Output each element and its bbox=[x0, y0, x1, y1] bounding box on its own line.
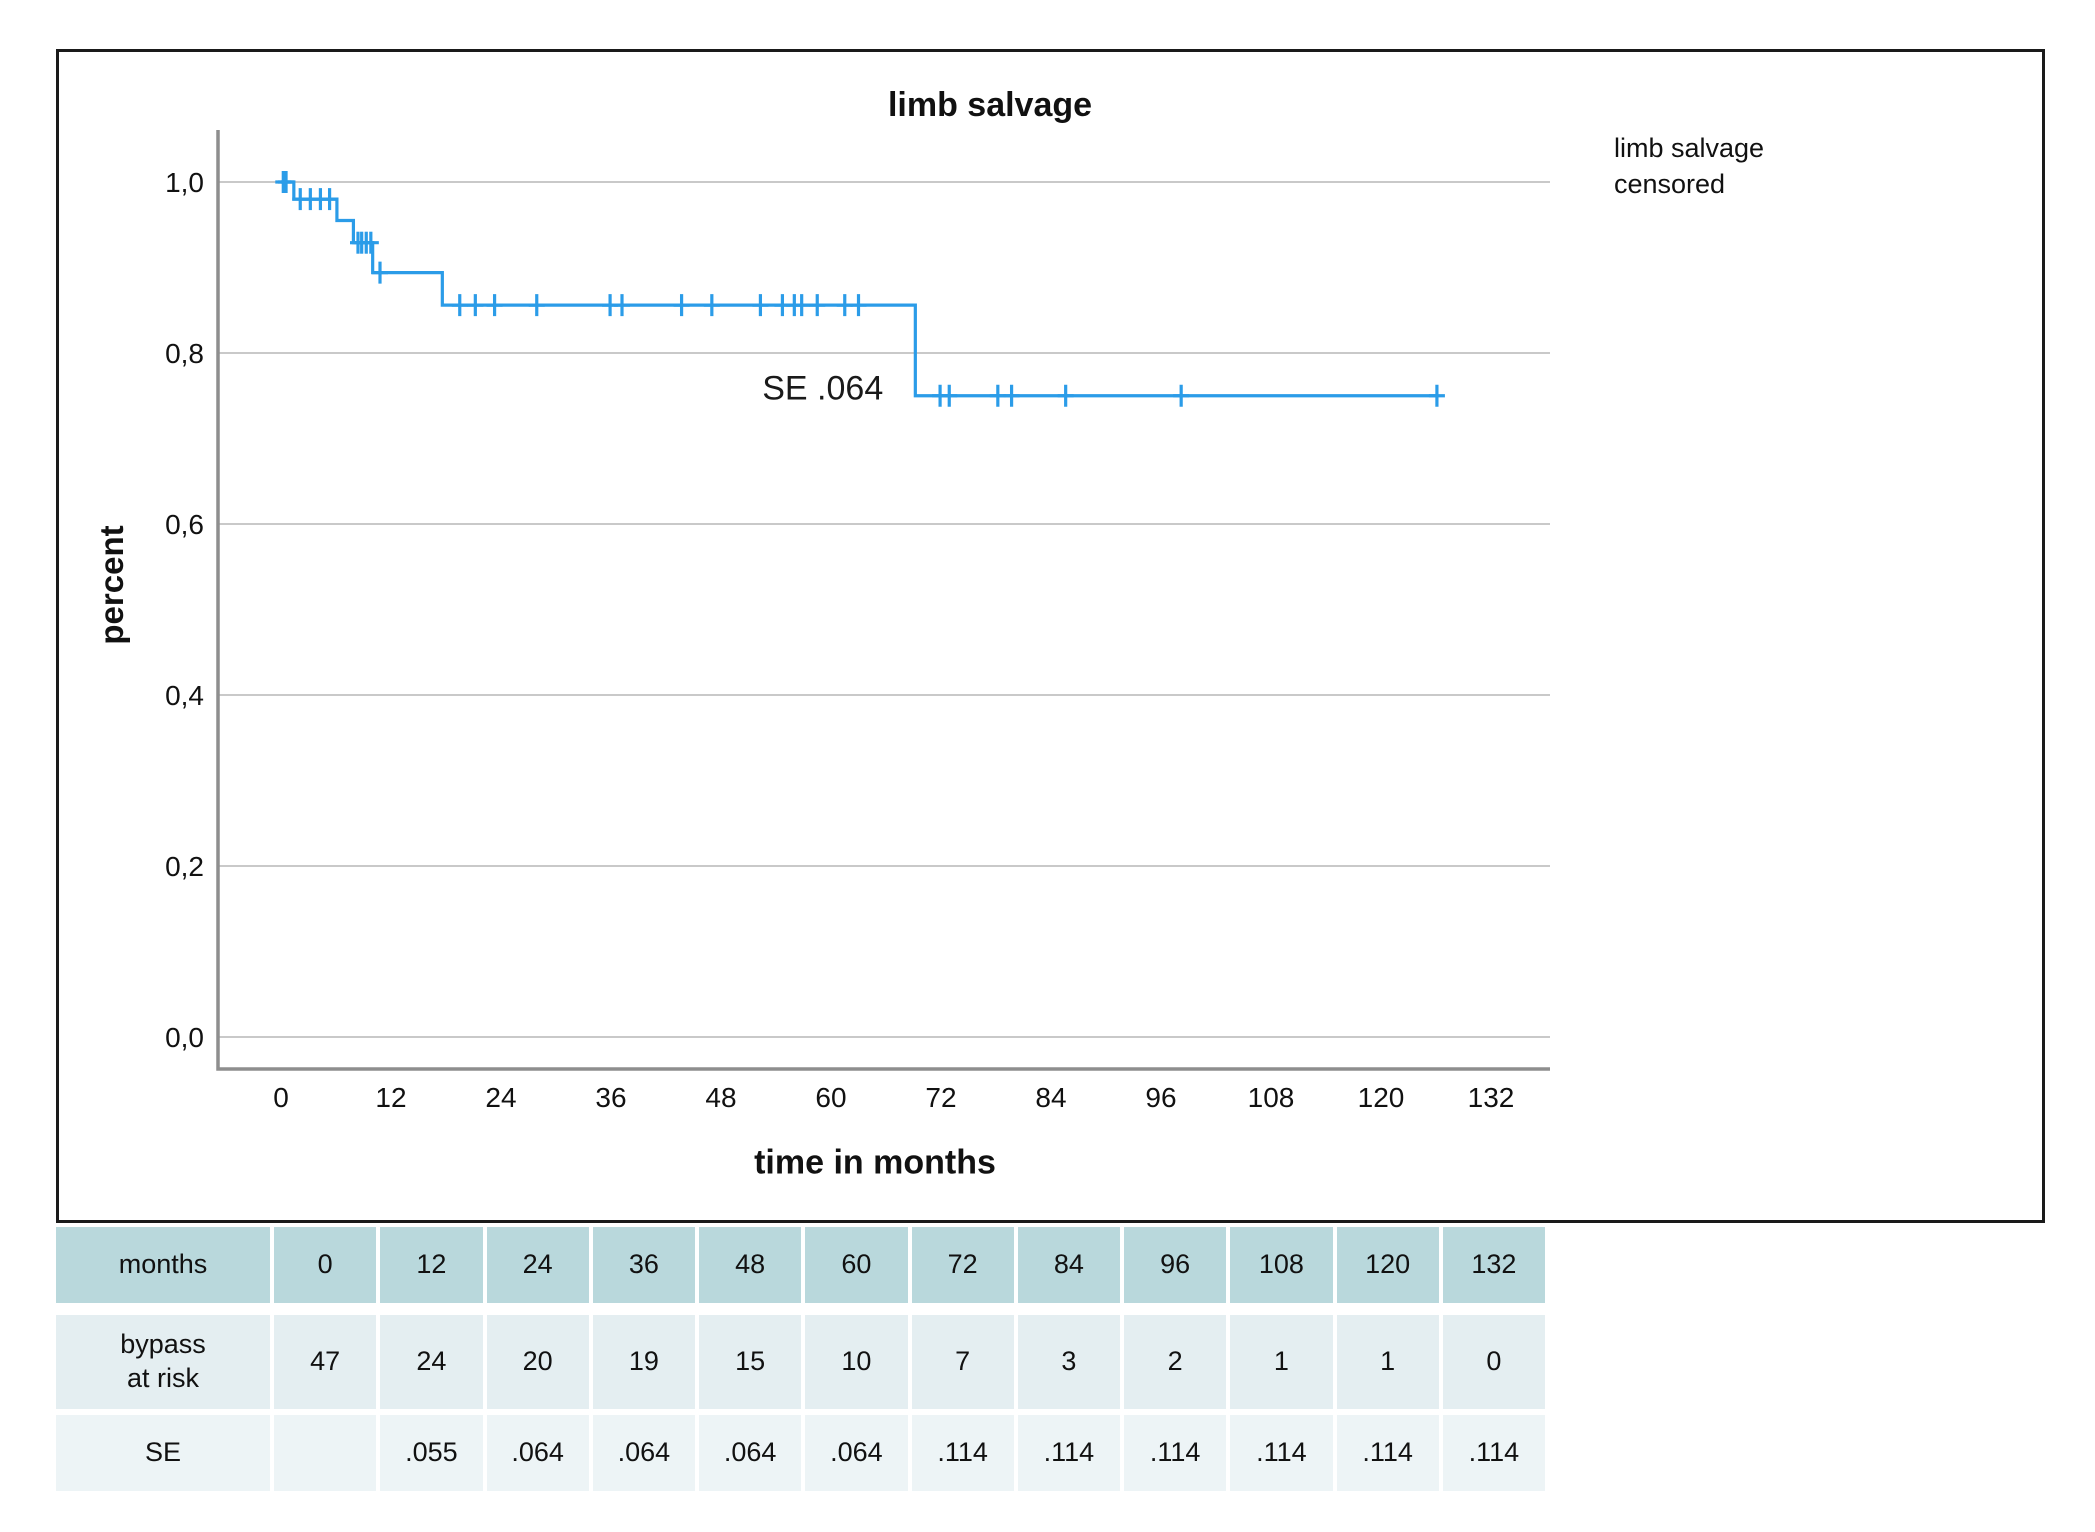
x-tick-label: 36 bbox=[595, 1082, 626, 1113]
table-cell: 2 bbox=[1124, 1315, 1227, 1409]
table-cell: 24 bbox=[486, 1227, 589, 1303]
table-cell: 72 bbox=[911, 1227, 1014, 1303]
table-row-label-line: at risk bbox=[126, 1363, 199, 1393]
table-cell: 84 bbox=[1017, 1227, 1120, 1303]
table-cell: 120 bbox=[1336, 1227, 1439, 1303]
table-cell: 132 bbox=[1442, 1227, 1545, 1303]
table-cell: .064 bbox=[592, 1415, 695, 1491]
x-tick-label: 132 bbox=[1468, 1082, 1515, 1113]
table-cell: .114 bbox=[1442, 1415, 1545, 1491]
table-cell: .114 bbox=[1336, 1415, 1439, 1491]
y-tick-labels: 1,0 0,8 0,6 0,4 0,2 0,0 bbox=[165, 167, 204, 1053]
chart-title: limb salvage bbox=[887, 86, 1093, 124]
table-cell: .055 bbox=[380, 1415, 483, 1491]
table-row-se: SE .055.064.064.064.064.114.114.114.114.1… bbox=[56, 1415, 1545, 1491]
table-cell: 12 bbox=[380, 1227, 483, 1303]
table-cell: 1 bbox=[1230, 1315, 1333, 1409]
table-row-months: months 0 12 24 36 48 60 72 84 96 108 120 132 bbox=[56, 1227, 1545, 1303]
x-tick-label: 0 bbox=[273, 1082, 289, 1113]
table-row-label-line: months bbox=[118, 1249, 208, 1280]
table-cell bbox=[274, 1415, 377, 1491]
y-tick-label: 0,0 bbox=[165, 1022, 204, 1053]
x-tick-label: 108 bbox=[1248, 1082, 1295, 1113]
y-axis-title: percent bbox=[93, 525, 130, 645]
x-axis-title: time in months bbox=[754, 1143, 996, 1182]
table-cell: 15 bbox=[699, 1315, 802, 1409]
censor-marks bbox=[275, 171, 1445, 407]
chart-border-box bbox=[56, 49, 2045, 1223]
table-cell: .114 bbox=[1230, 1415, 1333, 1491]
table-cell: 96 bbox=[1124, 1227, 1227, 1303]
table-cell: 0 bbox=[274, 1227, 377, 1303]
legend-label-censored: censored bbox=[1614, 168, 1726, 199]
gridlines bbox=[218, 181, 1550, 1038]
axes bbox=[216, 130, 1550, 1071]
table-cell: 1 bbox=[1336, 1315, 1439, 1409]
table-cell: 10 bbox=[805, 1315, 908, 1409]
table-cell: .064 bbox=[699, 1415, 802, 1491]
x-tick-labels: 0 12 24 36 48 60 72 84 96 108 120 132 bbox=[273, 1082, 1514, 1113]
table-cell: .064 bbox=[805, 1415, 908, 1491]
risk-table: months 0 12 24 36 48 60 72 84 96 108 120 132 bypass at… bbox=[56, 1227, 1545, 1491]
x-tick-label: 96 bbox=[1145, 1082, 1176, 1113]
table-cell: 60 bbox=[805, 1227, 908, 1303]
step-line-icon bbox=[1552, 133, 1608, 163]
legend-item-censored: censored bbox=[1552, 166, 1764, 202]
survival-curve bbox=[281, 180, 1437, 398]
plus-marker-icon bbox=[1552, 169, 1608, 199]
table-cell: 36 bbox=[592, 1227, 695, 1303]
table-row-label-line: SE bbox=[144, 1437, 182, 1468]
legend-item-limb-salvage: limb salvage bbox=[1552, 130, 1764, 166]
table-row-at_risk: bypass at risk 47 24 20 19 15 10 7 3 2 1 1 0 bbox=[56, 1315, 1545, 1409]
table-cell: 19 bbox=[592, 1315, 695, 1409]
table-cell: 47 bbox=[274, 1315, 377, 1409]
table-cell: 3 bbox=[1017, 1315, 1120, 1409]
table-row-label: months bbox=[56, 1227, 270, 1303]
legend-label-limb-salvage: limb salvage bbox=[1614, 132, 1765, 163]
y-tick-label: 1,0 bbox=[165, 167, 204, 198]
x-tick-label: 72 bbox=[925, 1082, 956, 1113]
x-tick-label: 48 bbox=[705, 1082, 736, 1113]
table-cell: 7 bbox=[911, 1315, 1014, 1409]
y-tick-label: 0,4 bbox=[165, 680, 204, 711]
legend: limb salvage censored bbox=[1552, 130, 1764, 202]
table-cell: 108 bbox=[1230, 1227, 1333, 1303]
table-row-label-line: bypass bbox=[120, 1329, 206, 1360]
table-cell: .114 bbox=[911, 1415, 1014, 1491]
table-row-label: bypass at risk bbox=[56, 1315, 270, 1409]
x-tick-label: 84 bbox=[1035, 1082, 1066, 1113]
y-tick-label: 0,2 bbox=[165, 851, 204, 882]
table-row-label: SE bbox=[56, 1415, 270, 1491]
table-cell: .064 bbox=[486, 1415, 589, 1491]
table-cell: .114 bbox=[1124, 1415, 1227, 1491]
y-tick-label: 0,8 bbox=[165, 338, 204, 369]
se-annotation: SE .064 bbox=[762, 369, 884, 408]
table-cell: 20 bbox=[486, 1315, 589, 1409]
x-tick-label: 60 bbox=[815, 1082, 846, 1113]
table-cell: 0 bbox=[1442, 1315, 1545, 1409]
x-tick-label: 24 bbox=[485, 1082, 516, 1113]
table-cell: .114 bbox=[1017, 1415, 1120, 1491]
y-tick-label: 0,6 bbox=[165, 509, 204, 540]
x-tick-label: 12 bbox=[375, 1082, 406, 1113]
table-cell: 48 bbox=[699, 1227, 802, 1303]
table-cell: 24 bbox=[380, 1315, 483, 1409]
x-tick-label: 120 bbox=[1358, 1082, 1405, 1113]
